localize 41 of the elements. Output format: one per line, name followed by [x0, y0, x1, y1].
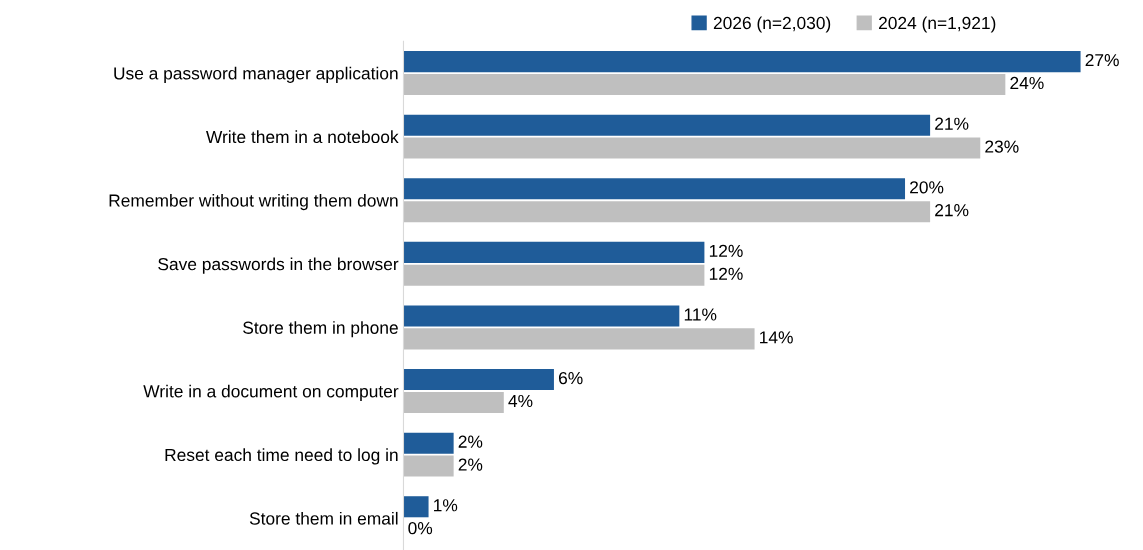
bar: [403, 496, 429, 518]
data-label: 6%: [558, 371, 583, 385]
y-tick-label: Store them in email: [249, 511, 398, 525]
data-label: 0%: [408, 522, 433, 535]
data-label: 4%: [508, 394, 533, 408]
data-label: 14%: [760, 331, 793, 344]
data-label: 1%: [434, 499, 458, 512]
bar: [403, 51, 1081, 73]
bar: [403, 114, 931, 136]
data-label: 12%: [709, 267, 743, 280]
bar: [403, 178, 906, 200]
data-label: 21%: [935, 117, 969, 130]
legend-label: 2026 (n=2,030): [713, 16, 831, 33]
bar: [403, 201, 931, 223]
bar: [403, 241, 705, 263]
y-tick-label: Write them in a notebook: [206, 130, 399, 144]
bar: [403, 328, 755, 350]
bar: [403, 369, 554, 391]
y-tick-label: Remember without writing them down: [109, 193, 398, 211]
data-label: 2%: [458, 435, 483, 448]
y-tick-label: Reset each time need to log in: [165, 448, 398, 465]
data-label: 27%: [1085, 53, 1119, 67]
bar: [403, 137, 981, 159]
data-label: 23%: [985, 140, 1019, 153]
data-label: 11%: [684, 308, 717, 321]
data-label: 21%: [935, 204, 969, 217]
y-tick-label: Write in a document on computer: [143, 384, 399, 401]
data-label: 2%: [458, 458, 483, 471]
bar: [403, 432, 454, 454]
y-tick-label: Use a password manager application: [114, 66, 398, 83]
bar: [403, 305, 680, 327]
y-tick-label: Save passwords in the browser: [158, 257, 399, 274]
bar: [403, 391, 504, 413]
data-label: 24%: [1010, 76, 1044, 90]
data-label: 20%: [910, 181, 944, 194]
data-label: 12%: [709, 244, 743, 257]
y-tick-label: Store them in phone: [243, 321, 398, 338]
bar: [403, 73, 1006, 96]
legend-label: 2024 (n=1,921): [878, 16, 996, 33]
bar: [403, 264, 705, 286]
bar: [403, 455, 454, 477]
